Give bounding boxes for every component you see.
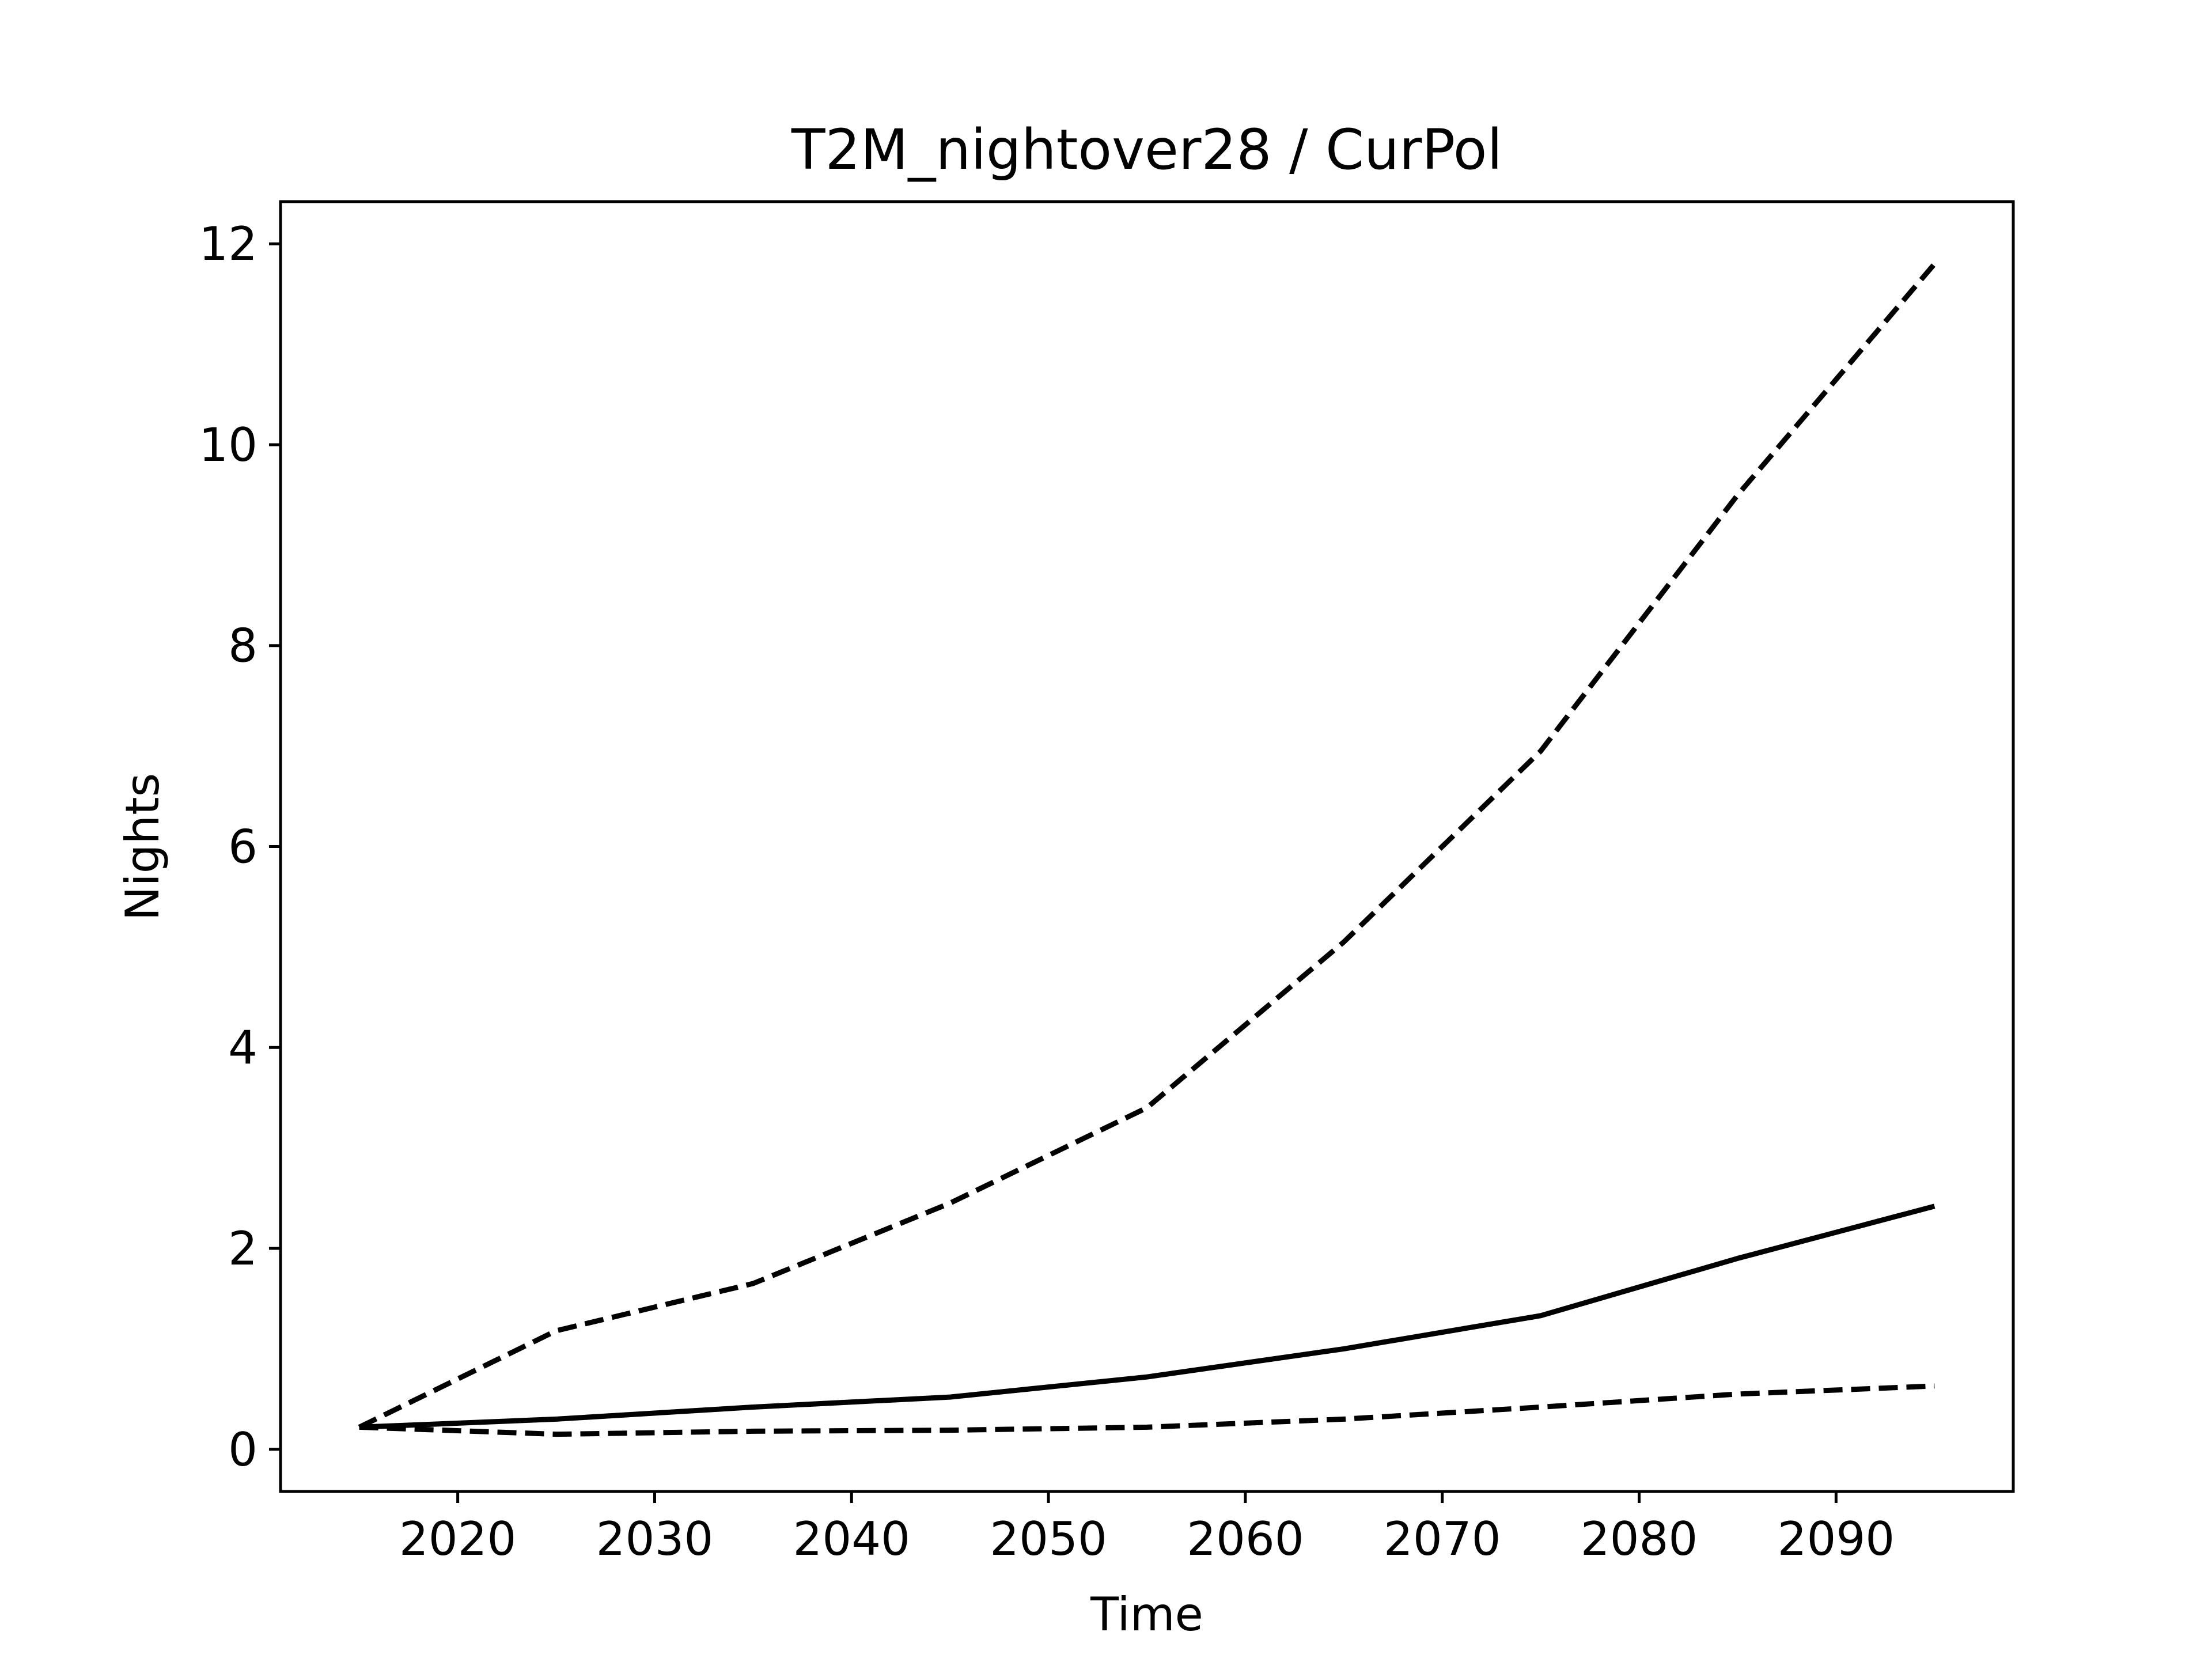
x-tick-label: 2090 bbox=[1778, 1512, 1895, 1566]
chart-title: T2M_nightover28 / CurPol bbox=[791, 118, 1502, 182]
y-axis-label: Nights bbox=[116, 773, 169, 921]
x-tick-label: 2020 bbox=[399, 1512, 517, 1566]
y-tick-label: 6 bbox=[228, 820, 257, 874]
y-tick-label: 8 bbox=[228, 619, 257, 673]
y-tick-label: 2 bbox=[228, 1222, 257, 1275]
x-tick-label: 2070 bbox=[1384, 1512, 1501, 1566]
y-tick-label: 0 bbox=[228, 1423, 257, 1477]
x-axis-label: Time bbox=[1090, 1588, 1203, 1641]
x-tick-label: 2060 bbox=[1187, 1512, 1304, 1566]
y-tick-label: 12 bbox=[199, 217, 257, 271]
y-tick-label: 10 bbox=[199, 418, 257, 472]
y-tick-label: 4 bbox=[228, 1021, 257, 1074]
x-tick-label: 2030 bbox=[596, 1512, 714, 1566]
x-tick-label: 2080 bbox=[1581, 1512, 1698, 1566]
x-tick-label: 2040 bbox=[793, 1512, 910, 1566]
x-tick-label: 2050 bbox=[990, 1512, 1107, 1566]
